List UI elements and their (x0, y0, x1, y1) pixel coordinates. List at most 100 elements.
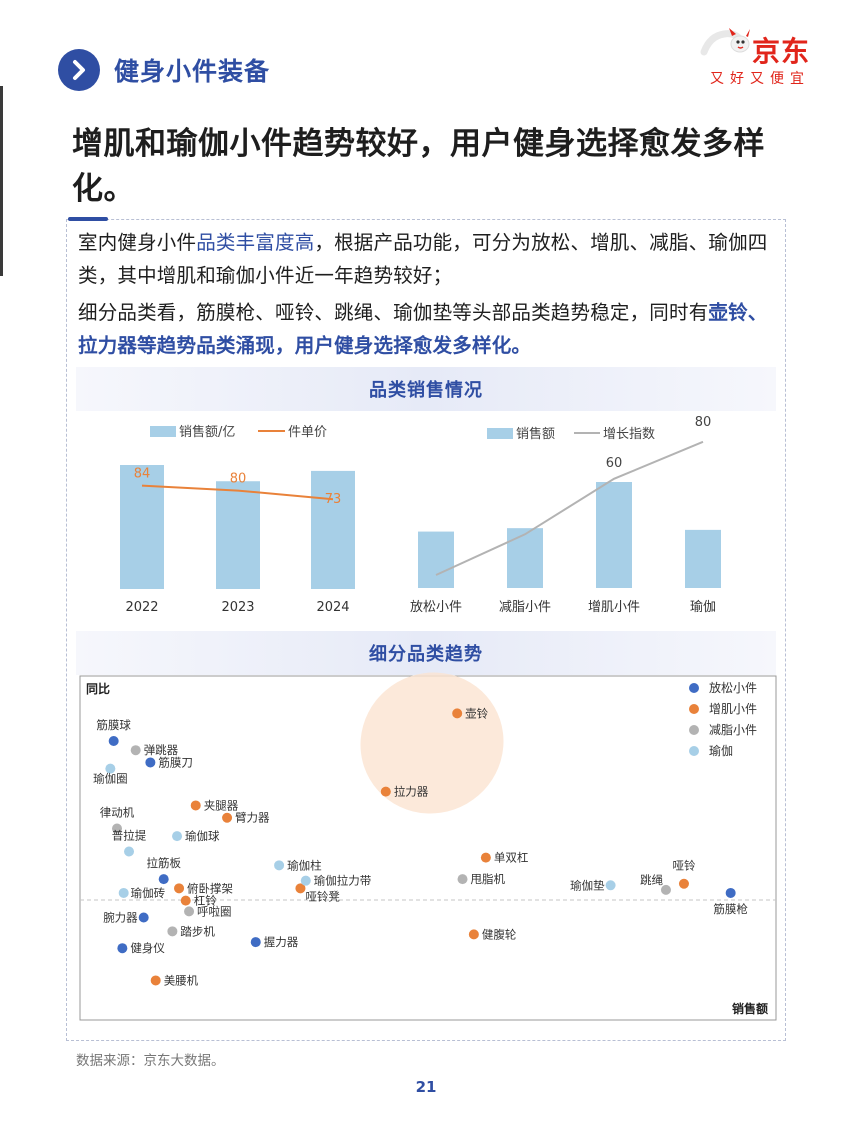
point-杠铃 (180, 895, 191, 906)
point-瑜伽拉力带 (300, 875, 311, 886)
x-label-瑜伽: 瑜伽 (690, 600, 716, 615)
legend-label-sales-2: 销售额 (516, 426, 555, 442)
point-甩脂机 (457, 874, 468, 885)
point-label-跳绳: 跳绳 (640, 873, 663, 887)
point-label-瑜伽圈: 瑜伽圈 (93, 772, 128, 786)
bar-增肌小件 (596, 482, 632, 588)
page-number: 21 (415, 1078, 437, 1096)
point-健腹轮 (468, 929, 479, 940)
jd-mascot-icon (700, 28, 750, 56)
p2-highlight: 壶铃、拉力器等趋势品类涌现，用户健身选择愈发多样化。 (78, 301, 768, 357)
bar-2023 (216, 481, 260, 589)
point-label-壶铃: 壶铃 (465, 706, 488, 720)
point-夹腿器 (190, 800, 201, 811)
legend-dot-减脂小件 (689, 725, 699, 735)
legend-label-growth: 增长指数 (603, 427, 655, 442)
p1-text-a: 室内健身小件 (78, 231, 197, 254)
legend-label-放松小件: 放松小件 (709, 680, 757, 695)
point-单双杠 (480, 852, 491, 863)
content-panel (66, 219, 786, 1041)
point-label-单双杠: 单双杠 (494, 851, 529, 865)
point-弹跳器 (130, 745, 141, 756)
legend-dot-增肌小件 (689, 704, 699, 714)
point-label-拉力器: 拉力器 (394, 785, 429, 799)
growth-label-2: 60 (606, 456, 623, 471)
p1-highlight: 品类丰富度高 (196, 231, 315, 254)
point-label-筋膜刀: 筋膜刀 (158, 755, 193, 769)
point-筋膜球 (108, 735, 119, 746)
point-label-律动机: 律动机 (100, 805, 135, 819)
point-label-俯卧撑架: 俯卧撑架 (187, 881, 233, 895)
y-axis-label: 同比 (86, 681, 110, 696)
point-label-瑜伽拉力带: 瑜伽拉力带 (314, 874, 372, 888)
point-臂力器 (222, 812, 233, 823)
point-label-臂力器: 臂力器 (235, 811, 270, 825)
point-踏步机 (167, 926, 178, 937)
point-俯卧撑架 (174, 883, 185, 894)
point-瑜伽圈 (105, 763, 116, 774)
legend-dot-放松小件 (689, 683, 699, 693)
band-title-1: 品类销售情况 (369, 380, 483, 401)
intro-paragraph-1: 室内健身小件品类丰富度高，根据产品功能，可分为放松、增肌、减脂、瑜伽四类，其中增… (78, 226, 778, 292)
point-label-筋膜球: 筋膜球 (96, 718, 131, 732)
point-健身仪 (117, 943, 128, 954)
bar-减脂小件 (507, 528, 543, 588)
band-sales-overview: 品类销售情况 (76, 367, 776, 411)
x-label-2024: 2024 (316, 600, 349, 615)
legend-label-price: 件单价 (288, 425, 327, 440)
intro-paragraph-2: 细分品类看，筋膜枪、哑铃、跳绳、瑜伽垫等头部品类趋势稳定，同时有壶铃、拉力器等趋… (78, 296, 778, 362)
price-label-0: 84 (134, 467, 151, 482)
point-label-握力器: 握力器 (264, 935, 299, 949)
trend-highlight-ellipse (360, 672, 504, 814)
bar-瑜伽 (685, 529, 721, 588)
point-label-美腰机: 美腰机 (164, 973, 199, 987)
price-line (141, 484, 334, 501)
band-sub-trends: 细分品类趋势 (76, 631, 776, 675)
legend-swatch-sales (150, 426, 176, 437)
jd-logo: 京东 又好又便宜 (696, 22, 832, 94)
legend-label-减脂小件: 减脂小件 (709, 722, 757, 737)
price-label-2: 73 (325, 492, 342, 507)
x-axis-label: 销售额 (732, 1001, 768, 1016)
point-label-瑜伽柱: 瑜伽柱 (287, 858, 322, 872)
x-label-增肌小件: 增肌小件 (588, 600, 640, 615)
point-筋膜枪 (725, 887, 736, 898)
point-label-普拉提: 普拉提 (112, 829, 147, 843)
p2-text-a: 细分品类看，筋膜枪、哑铃、跳绳、瑜伽垫等头部品类趋势稳定，同时有 (78, 301, 709, 324)
p1-text-c: ，根据产品功能，可分为放松、增肌、减脂、瑜伽四类，其中增肌和瑜伽小件近一年趋势较… (78, 231, 768, 287)
bar-2024 (311, 470, 355, 589)
price-label-1: 80 (230, 472, 247, 487)
point-label-踏步机: 踏步机 (180, 924, 215, 938)
point-哑铃凳 (295, 883, 306, 894)
point-壶铃 (452, 708, 463, 719)
page-headline: 增肌和瑜伽小件趋势较好，用户健身选择愈发多样化。 (72, 126, 765, 207)
point-label-哑铃凳: 哑铃凳 (305, 889, 340, 903)
band-title-2: 细分品类趋势 (369, 644, 483, 665)
legend-label-瑜伽: 瑜伽 (709, 743, 733, 758)
section-title: 健身小件装备 (114, 57, 271, 86)
point-label-哑铃: 哑铃 (672, 859, 695, 873)
point-拉筋板 (158, 874, 169, 885)
point-label-健身仪: 健身仪 (130, 941, 165, 955)
point-美腰机 (150, 975, 161, 986)
point-label-夹腿器: 夹腿器 (204, 798, 239, 812)
point-律动机 (112, 823, 123, 834)
point-瑜伽球 (172, 831, 183, 842)
point-普拉提 (124, 846, 135, 857)
point-瑜伽砖 (118, 887, 129, 898)
section-header: 健身小件装备 (58, 48, 270, 92)
bar-2022 (120, 465, 164, 589)
point-label-健腹轮: 健腹轮 (482, 927, 517, 941)
point-label-呼啦圈: 呼啦圈 (197, 904, 232, 918)
point-握力器 (250, 937, 261, 948)
point-瑜伽柱 (274, 860, 285, 871)
growth-line (435, 440, 704, 576)
point-腕力器 (138, 912, 149, 923)
point-label-拉筋板: 拉筋板 (146, 856, 181, 870)
growth-label-3: 80 (695, 415, 712, 430)
point-label-筋膜枪: 筋膜枪 (713, 902, 748, 916)
point-label-腕力器: 腕力器 (103, 911, 138, 925)
legend-label-sales: 销售额/亿 (179, 424, 235, 440)
point-哑铃 (678, 878, 689, 889)
